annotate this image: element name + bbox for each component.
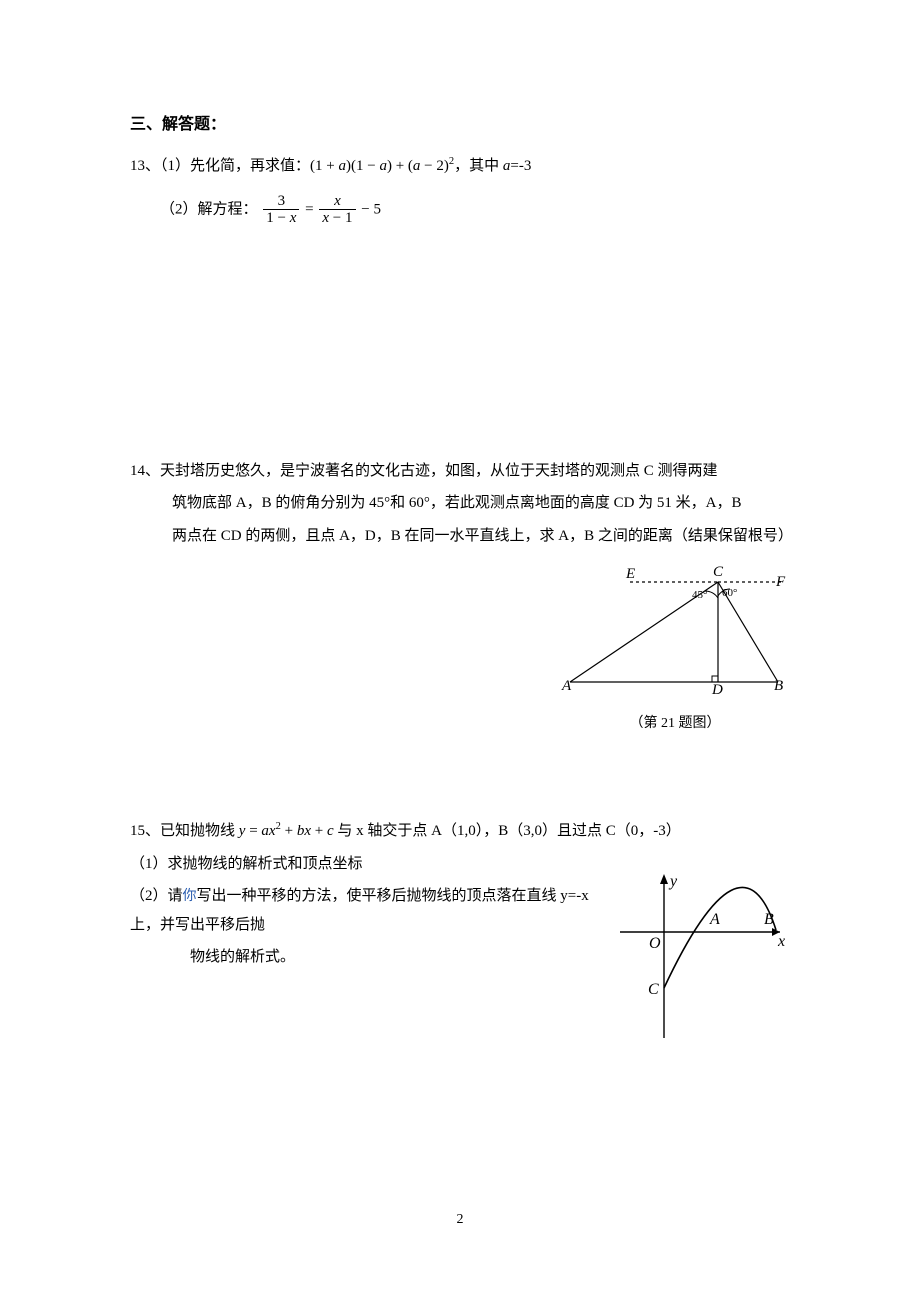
q13-expr-l: (1 + xyxy=(310,158,338,174)
fig21-angle-45: 45° xyxy=(692,589,707,601)
problem-14: 14、天封塔历史悠久，是宁波著名的文化古迹，如图，从位于天封塔的观测点 C 测得… xyxy=(130,457,790,758)
q13-tail-2: =-3 xyxy=(510,158,531,174)
q15-eq-x2: x xyxy=(269,823,276,839)
figure-21: E C F A D B 45° 60° （第 21 题图） xyxy=(560,564,790,737)
figp-label-B: B xyxy=(764,911,774,928)
q15-eq-a: a xyxy=(261,823,269,839)
problem-15: 15、已知抛物线 y = ax2 + bx + c 与 x 轴交于点 A（1,0… xyxy=(130,817,790,1053)
figure-21-svg: E C F A D B 45° 60° xyxy=(560,564,788,694)
section-title: 三、解答题： xyxy=(130,110,790,134)
q13-frac1-den: 1 − x xyxy=(263,210,299,227)
q14-number: 14、 xyxy=(130,463,160,479)
q13-frac2-den-r: − 1 xyxy=(329,210,352,226)
fig21-label-E: E xyxy=(625,566,635,582)
q13-expr-a2: a xyxy=(379,158,387,174)
q14-line1: 14、天封塔历史悠久，是宁波著名的文化古迹，如图，从位于天封塔的观测点 C 测得… xyxy=(130,457,790,486)
q13-expr-r: − 2) xyxy=(420,158,448,174)
q15-number: 15、 xyxy=(130,823,160,839)
page-number: 2 xyxy=(0,1212,920,1228)
q13-number: 13、 xyxy=(130,158,160,174)
q13-eq: = xyxy=(305,201,317,217)
fig21-label-B: B xyxy=(774,678,783,694)
figp-label-C: C xyxy=(648,981,659,998)
figp-label-x: x xyxy=(777,933,785,950)
q15-sub2a: （2）请 xyxy=(130,888,183,904)
problem-13-part2: （2）解方程： 3 1 − x = x x − 1 − 5 xyxy=(130,193,790,227)
problem-13-part1: 13、（1）先化简，再求值：(1 + a)(1 − a) + (a − 2)2，… xyxy=(130,152,790,181)
q13-expr-m2: ) + ( xyxy=(387,158,413,174)
q13-frac2-num: x xyxy=(319,193,355,211)
q13-minus5: − 5 xyxy=(361,201,381,217)
figure-parabola-svg: y x O A B C xyxy=(620,872,788,1042)
q15-eq-eq: = xyxy=(245,823,261,839)
q15-line1a: 已知抛物线 xyxy=(160,823,239,839)
q15-sub2-wrap: y x O A B C （2）请你写出一种平移的方法，使平移后抛物线的顶点落在直… xyxy=(130,882,790,972)
q13-tail-1: ，其中 xyxy=(454,158,503,174)
figp-label-A: A xyxy=(709,911,720,928)
q13-frac1-den-x: x xyxy=(290,210,297,226)
q13-frac2-den: x − 1 xyxy=(319,210,355,227)
q15-eq-plus2: + xyxy=(311,823,327,839)
fig21-angle-60: 60° xyxy=(722,587,737,599)
q14-line1-text: 天封塔历史悠久，是宁波著名的文化古迹，如图，从位于天封塔的观测点 C 测得两建 xyxy=(160,463,718,479)
q14-line2: 筑物底部 A，B 的俯角分别为 45°和 60°，若此观测点离地面的高度 CD … xyxy=(130,489,790,518)
figure-21-caption: （第 21 题图） xyxy=(560,711,790,738)
q15-eq-c: c xyxy=(327,823,334,839)
q13-frac1: 3 1 − x xyxy=(263,193,299,227)
q13-part2-label: （2）解方程： xyxy=(160,201,258,217)
figp-label-O: O xyxy=(649,935,661,952)
q13-expr-m1: )(1 − xyxy=(346,158,379,174)
fig21-label-D: D xyxy=(711,682,723,694)
fig21-label-F: F xyxy=(775,574,786,590)
q15-sub2-mark: 你 xyxy=(183,889,197,904)
q15-eq-x: x xyxy=(304,823,311,839)
figp-label-y: y xyxy=(668,873,678,890)
q15-line1b: 与 x 轴交于点 A（1,0），B（3,0）且过点 C（0，-3） xyxy=(334,823,681,839)
q15-line1: 15、已知抛物线 y = ax2 + bx + c 与 x 轴交于点 A（1,0… xyxy=(130,817,790,846)
fig21-label-C: C xyxy=(713,564,724,580)
q13-expr-a1: a xyxy=(339,158,347,174)
figure-parabola: y x O A B C xyxy=(620,872,790,1053)
q13-frac1-num: 3 xyxy=(263,193,299,211)
fig21-label-A: A xyxy=(561,678,572,694)
workspace-gap-1 xyxy=(130,237,790,457)
problem-13: 13、（1）先化简，再求值：(1 + a)(1 − a) + (a − 2)2，… xyxy=(130,152,790,227)
q15-eq-plus1: + xyxy=(281,823,297,839)
q15-sub2b: 写出一种平移的方法，使平移后抛物线的顶点落在直线 y=-x 上，并写出平移后抛 xyxy=(130,888,589,933)
q13-part1-label: （1）先化简，再求值： xyxy=(160,158,310,174)
q13-frac2: x x − 1 xyxy=(319,193,355,227)
q13-frac1-den-l: 1 − xyxy=(266,210,289,226)
workspace-gap-2 xyxy=(130,767,790,817)
q14-line3: 两点在 CD 的两侧，且点 A，D，B 在同一水平直线上，求 A，B 之间的距离… xyxy=(130,522,790,551)
